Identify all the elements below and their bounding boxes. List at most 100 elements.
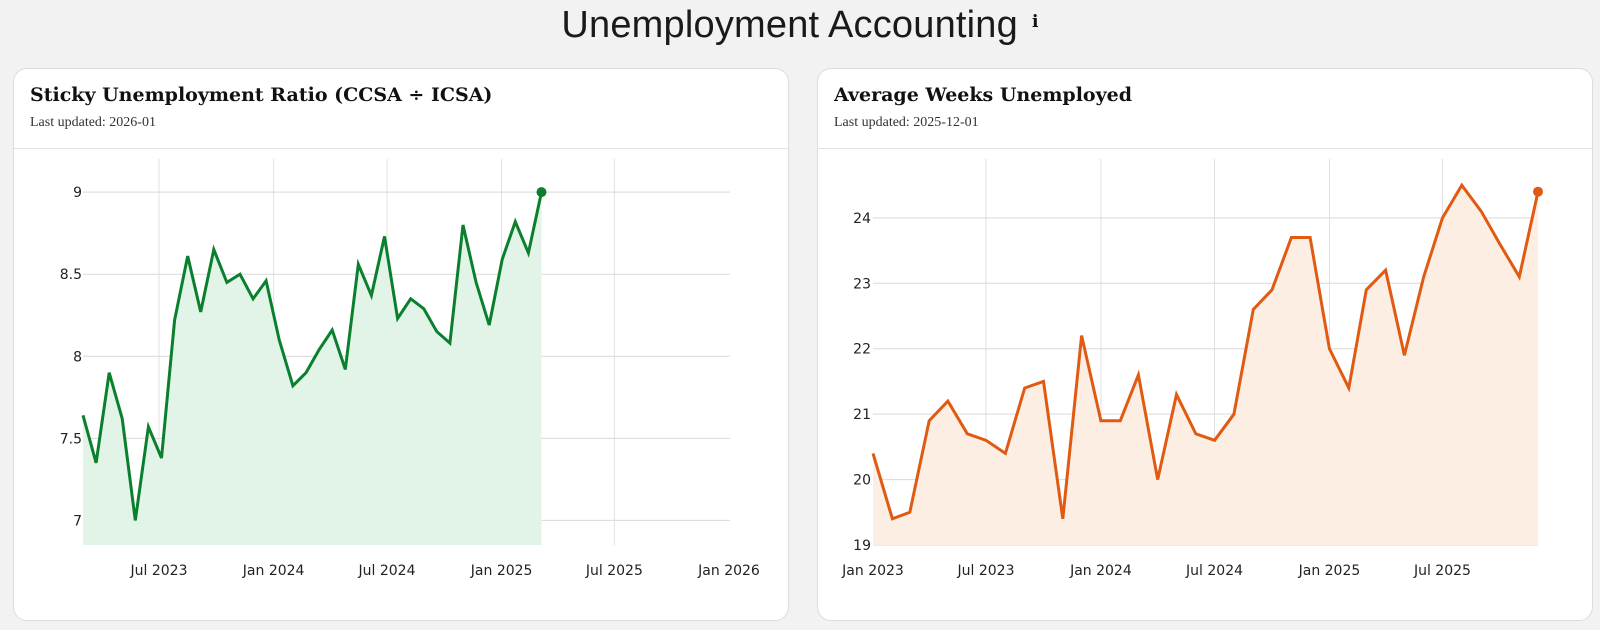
data-point[interactable] bbox=[525, 250, 531, 256]
data-point[interactable] bbox=[1135, 372, 1141, 378]
data-point[interactable] bbox=[1497, 241, 1503, 247]
data-point[interactable] bbox=[408, 296, 414, 302]
data-point[interactable] bbox=[1459, 182, 1465, 188]
data-point[interactable] bbox=[926, 418, 932, 424]
data-point[interactable] bbox=[421, 306, 427, 312]
data-point[interactable] bbox=[907, 509, 913, 515]
data-point[interactable] bbox=[1173, 392, 1179, 398]
sticky-ratio-chart[interactable]: 7 7.5 8 8.5 9 Jul 2023 Jan 2024 Jul 2024 Jan 202… bbox=[14, 149, 789, 621]
data-point[interactable] bbox=[1117, 418, 1123, 424]
data-point[interactable] bbox=[434, 329, 440, 335]
data-point[interactable] bbox=[132, 517, 138, 523]
info-icon[interactable]: i bbox=[1031, 12, 1039, 32]
data-point[interactable] bbox=[945, 398, 951, 404]
card-header: Sticky Unemployment Ratio (CCSA ÷ ICSA) … bbox=[14, 69, 788, 149]
data-point[interactable] bbox=[1401, 352, 1407, 358]
data-point[interactable] bbox=[983, 437, 989, 443]
data-point[interactable] bbox=[368, 293, 374, 299]
y-tick-label: 7 bbox=[73, 513, 82, 529]
x-tick-label: Jul 2024 bbox=[358, 563, 416, 579]
data-point[interactable] bbox=[342, 366, 348, 372]
y-tick-label: 22 bbox=[853, 342, 871, 358]
data-point[interactable] bbox=[145, 424, 151, 430]
data-point[interactable] bbox=[1060, 516, 1066, 522]
data-point[interactable] bbox=[964, 431, 970, 437]
x-tick-label: Jan 2024 bbox=[1069, 563, 1132, 579]
x-tick-label: Jan 2026 bbox=[697, 563, 760, 579]
data-point[interactable] bbox=[447, 340, 453, 346]
x-tick-label: Jul 2024 bbox=[1185, 563, 1243, 579]
data-point[interactable] bbox=[1231, 411, 1237, 417]
data-point[interactable] bbox=[158, 455, 164, 461]
data-point[interactable] bbox=[224, 279, 230, 285]
y-tick-label: 21 bbox=[853, 407, 871, 423]
chart-card-sticky-ratio: Sticky Unemployment Ratio (CCSA ÷ ICSA) … bbox=[13, 68, 789, 621]
data-point[interactable] bbox=[211, 247, 217, 253]
data-point[interactable] bbox=[1307, 235, 1313, 241]
data-point[interactable] bbox=[276, 337, 282, 343]
data-point[interactable] bbox=[870, 450, 876, 456]
data-point[interactable] bbox=[1363, 287, 1369, 293]
latest-point-marker[interactable] bbox=[536, 187, 547, 198]
data-point[interactable] bbox=[473, 279, 479, 285]
series-line[interactable] bbox=[81, 191, 543, 521]
weeks-unemployed-chart[interactable]: 19 20 21 22 23 24 Jan 2023 Jul 2023 Jan 2024 Jul … bbox=[818, 149, 1593, 621]
x-tick-label: Jul 2025 bbox=[585, 563, 643, 579]
y-tick-label: 23 bbox=[853, 276, 871, 292]
x-tick-label: Jan 2025 bbox=[470, 563, 533, 579]
series-line[interactable] bbox=[871, 182, 1540, 521]
data-point[interactable] bbox=[198, 309, 204, 315]
data-point[interactable] bbox=[1250, 306, 1256, 312]
data-point[interactable] bbox=[460, 222, 466, 228]
data-point[interactable] bbox=[1326, 346, 1332, 352]
y-tick-label: 9 bbox=[73, 185, 82, 201]
data-point[interactable] bbox=[395, 316, 401, 322]
latest-point-marker[interactable] bbox=[1533, 186, 1543, 197]
data-point[interactable] bbox=[1421, 274, 1427, 280]
data-point[interactable] bbox=[355, 261, 361, 267]
chart-card-weeks-unemployed: Average Weeks Unemployed Last updated: 2… bbox=[817, 68, 1593, 621]
data-point[interactable] bbox=[93, 460, 99, 466]
data-point[interactable] bbox=[237, 271, 243, 277]
data-point[interactable] bbox=[1022, 385, 1028, 391]
data-point[interactable] bbox=[290, 383, 296, 389]
chart-title: Average Weeks Unemployed bbox=[834, 84, 1133, 106]
data-point[interactable] bbox=[1040, 378, 1046, 384]
data-point[interactable] bbox=[80, 412, 86, 418]
y-tick-label: 8 bbox=[73, 349, 82, 365]
data-point[interactable] bbox=[1079, 333, 1085, 339]
data-point[interactable] bbox=[106, 370, 112, 376]
series-area bbox=[83, 192, 542, 545]
data-point[interactable] bbox=[1346, 385, 1352, 391]
series-area bbox=[873, 185, 1538, 545]
data-point[interactable] bbox=[1155, 477, 1161, 483]
data-point[interactable] bbox=[303, 370, 309, 376]
data-point[interactable] bbox=[1478, 208, 1484, 214]
data-point[interactable] bbox=[263, 278, 269, 284]
data-point[interactable] bbox=[1193, 431, 1199, 437]
data-point[interactable] bbox=[499, 256, 505, 262]
data-point[interactable] bbox=[512, 219, 518, 225]
y-tick-label: 7.5 bbox=[60, 431, 82, 447]
data-point[interactable] bbox=[316, 347, 322, 353]
data-point[interactable] bbox=[382, 233, 388, 239]
data-point[interactable] bbox=[1383, 267, 1389, 273]
data-point[interactable] bbox=[1516, 274, 1522, 280]
x-tick-label: Jul 2023 bbox=[957, 563, 1015, 579]
data-point[interactable] bbox=[1212, 437, 1218, 443]
data-point[interactable] bbox=[172, 317, 178, 323]
y-tick-label: 19 bbox=[853, 538, 871, 554]
data-point[interactable] bbox=[1269, 287, 1275, 293]
data-point[interactable] bbox=[329, 327, 335, 333]
data-point[interactable] bbox=[185, 253, 191, 259]
data-point[interactable] bbox=[1288, 235, 1294, 241]
data-point[interactable] bbox=[486, 322, 492, 328]
last-updated: Last updated: 2026-01 bbox=[30, 115, 156, 130]
data-point[interactable] bbox=[1002, 450, 1008, 456]
data-point[interactable] bbox=[889, 516, 895, 522]
data-point[interactable] bbox=[1098, 418, 1104, 424]
x-tick-label: Jan 2025 bbox=[1298, 563, 1361, 579]
data-point[interactable] bbox=[119, 416, 125, 422]
data-point[interactable] bbox=[1439, 215, 1445, 221]
data-point[interactable] bbox=[250, 296, 256, 302]
